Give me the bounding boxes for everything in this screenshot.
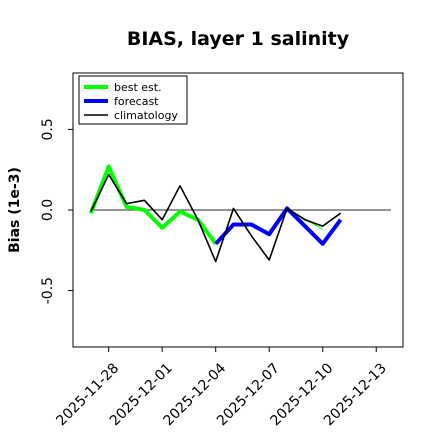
y-tick-label: 0.0 bbox=[40, 199, 56, 221]
x-ticks: 2025-11-282025-12-012025-12-042025-12-07… bbox=[53, 347, 390, 429]
series-lines bbox=[88, 164, 343, 263]
y-ticks: -0.5 0.0 0.5 bbox=[40, 118, 73, 304]
series-line-best-est bbox=[88, 164, 218, 245]
y-axis-label: Bias (1e-3) bbox=[7, 167, 23, 253]
series-line-climatology bbox=[90, 173, 342, 263]
series-line-forecast bbox=[214, 206, 343, 246]
legend-label: forecast bbox=[114, 95, 159, 108]
y-tick-label: 0.5 bbox=[40, 118, 56, 140]
legend-label: best est. bbox=[114, 81, 162, 94]
legend-label: climatology bbox=[114, 109, 178, 122]
chart-title: BIAS, layer 1 salinity bbox=[127, 28, 350, 50]
y-tick-label: -0.5 bbox=[40, 277, 56, 304]
